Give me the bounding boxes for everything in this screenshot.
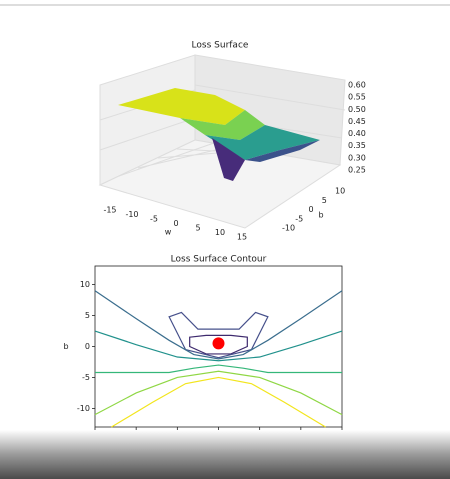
z-tick-label: 0.30 — [348, 153, 366, 162]
x-axis-label: w — [165, 228, 172, 237]
x-tick-label: -15 — [103, 206, 116, 215]
y-tick-label: 5 — [85, 311, 90, 320]
z-tick-label: 0.35 — [348, 141, 366, 150]
y-tick-label: 0 — [85, 342, 90, 351]
contour-line — [111, 376, 326, 428]
y-tick-label: -10 — [282, 224, 295, 233]
surface-patch — [245, 140, 320, 162]
z-tick-label: 0.25 — [348, 166, 366, 175]
x-tick-label: -10 — [125, 210, 138, 219]
contour-line — [94, 330, 343, 362]
z-tick-label: 0.45 — [348, 117, 366, 126]
contour-line — [94, 370, 343, 416]
z-tick-label: 0.50 — [348, 105, 366, 114]
y-tick-label: 10 — [335, 187, 345, 196]
contour-line — [94, 290, 343, 360]
surface-patch — [205, 125, 320, 160]
3d-box — [98, 54, 346, 229]
x-tick-label: 5 — [195, 224, 200, 233]
x-tick-label: 15 — [237, 233, 247, 242]
contour-line — [95, 364, 342, 374]
x-tick-label: -5 — [150, 215, 158, 224]
y-axis-label: b — [318, 211, 323, 220]
y-tick-label: -5 — [295, 214, 303, 223]
chart-title: Loss Surface — [192, 41, 249, 51]
z-tick-label: 0.40 — [348, 129, 366, 138]
x-tick-label: 0 — [173, 219, 178, 228]
surface-patch — [118, 88, 245, 125]
y-tick-label: 5 — [322, 196, 327, 205]
chart-title: Loss Surface Contour — [171, 255, 267, 265]
y-tick-label: 0 — [309, 205, 314, 214]
surface-patch — [180, 110, 265, 140]
y-tick-label: -5 — [82, 373, 90, 382]
z-tick-label: 0.55 — [348, 93, 366, 102]
y-tick-label: -10 — [77, 404, 90, 413]
video-overlay — [0, 430, 450, 479]
z-tick-label: 0.60 — [348, 81, 366, 90]
contour-line — [168, 311, 269, 359]
y-axis-label: b — [63, 342, 68, 351]
y-tick-label: 10 — [80, 280, 90, 289]
point — [212, 337, 225, 350]
surface-patch — [212, 138, 245, 181]
x-tick-label: 10 — [215, 228, 225, 237]
contour-line — [189, 334, 248, 355]
